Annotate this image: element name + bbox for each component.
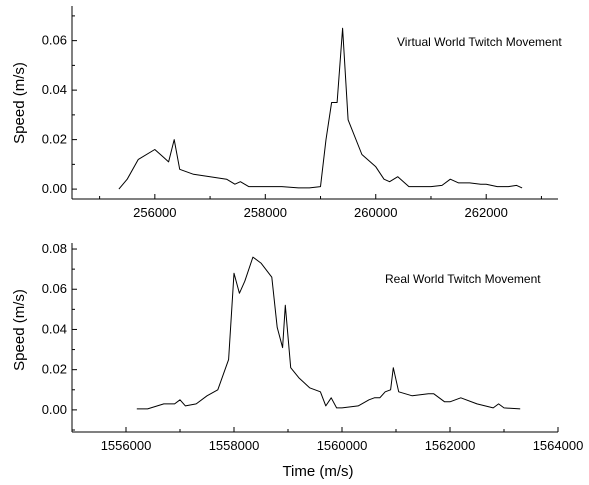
virtual-world-chart: Virtual World Twitch Movement Speed (m/s… (11, 6, 562, 220)
x-axis-label: Time (m/s) (282, 463, 353, 480)
y-tick-label: 0.06 (42, 33, 67, 48)
x-tick-label: 1562000 (425, 438, 476, 453)
y-tick-label: 0.08 (42, 241, 67, 256)
y-tick-label: 0.00 (42, 402, 67, 417)
y-axis-label: Speed (m/s) (11, 62, 28, 144)
y-tick-label: 0.00 (42, 181, 67, 196)
x-tick-label: 258000 (244, 205, 287, 220)
x-tick-label: 1556000 (101, 438, 152, 453)
y-tick-label: 0.04 (42, 321, 67, 336)
x-tick-label: 1564000 (533, 438, 584, 453)
speed-series-line (118, 27, 523, 190)
y-tick-label: 0.02 (42, 132, 67, 147)
x-tick-label: 256000 (133, 205, 176, 220)
chart-title: Real World Twitch Movement (385, 272, 541, 286)
x-tick-label: 260000 (354, 205, 397, 220)
x-tick-label: 262000 (465, 205, 508, 220)
speed-series-line (136, 256, 521, 410)
y-tick-label: 0.06 (42, 281, 67, 296)
x-tick-label: 1558000 (209, 438, 260, 453)
x-tick-label: 1560000 (317, 438, 368, 453)
chart-title: Virtual World Twitch Movement (397, 35, 562, 49)
y-axis-label: Speed (m/s) (11, 289, 28, 371)
y-tick-label: 0.02 (42, 362, 67, 377)
y-tick-label: 0.04 (42, 82, 67, 97)
real-world-chart: Real World Twitch Movement Speed (m/s) T… (11, 241, 583, 480)
